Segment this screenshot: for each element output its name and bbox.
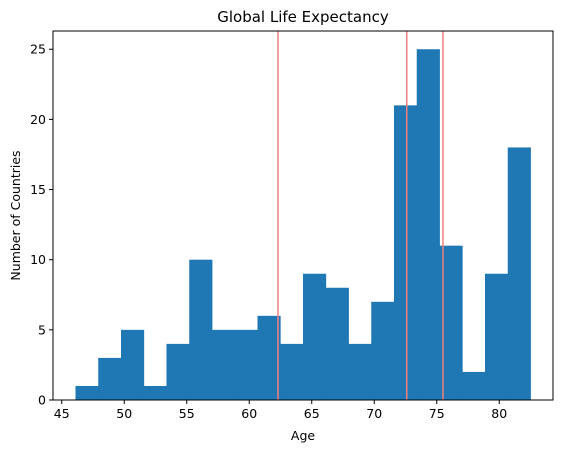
x-tick-label: 60 — [241, 406, 257, 421]
histogram-bar — [167, 344, 190, 400]
bars-layer — [76, 49, 531, 400]
histogram-bar — [98, 358, 121, 400]
x-axis: 45 50 55 60 65 70 75 80 — [54, 400, 507, 421]
histogram-bar — [189, 260, 212, 400]
y-tick-label: 0 — [38, 393, 46, 408]
histogram-bar — [508, 147, 531, 400]
histogram-bar — [258, 316, 281, 400]
chart-title: Global Life Expectancy — [217, 8, 389, 26]
histogram-bar — [144, 386, 167, 400]
histogram-bar — [417, 49, 440, 400]
histogram-bar — [280, 344, 303, 400]
histogram-bar — [76, 386, 99, 400]
x-tick-label: 80 — [491, 406, 507, 421]
y-tick-label: 25 — [30, 42, 46, 57]
x-tick-label: 70 — [366, 406, 382, 421]
x-axis-title: Age — [291, 428, 315, 443]
y-tick-label: 15 — [30, 182, 46, 197]
x-tick-label: 75 — [429, 406, 445, 421]
y-axis: 0 5 10 15 20 25 — [30, 42, 53, 408]
histogram-bar — [121, 330, 144, 400]
x-tick-label: 45 — [54, 406, 70, 421]
x-tick-label: 65 — [304, 406, 320, 421]
y-tick-label: 10 — [30, 252, 46, 267]
histogram-bar — [303, 274, 326, 400]
histogram-bar — [462, 372, 485, 400]
histogram-bar — [485, 274, 508, 400]
histogram-bar — [349, 344, 372, 400]
x-tick-label: 50 — [116, 406, 132, 421]
histogram-bar — [394, 105, 417, 400]
histogram-bar — [371, 302, 394, 400]
y-tick-label: 20 — [30, 112, 46, 127]
y-tick-label: 5 — [38, 322, 46, 337]
histogram-bar — [212, 330, 235, 400]
x-tick-label: 55 — [179, 406, 195, 421]
histogram-bar — [326, 288, 349, 400]
y-axis-title: Number of Countries — [8, 150, 23, 280]
histogram-bar — [235, 330, 258, 400]
